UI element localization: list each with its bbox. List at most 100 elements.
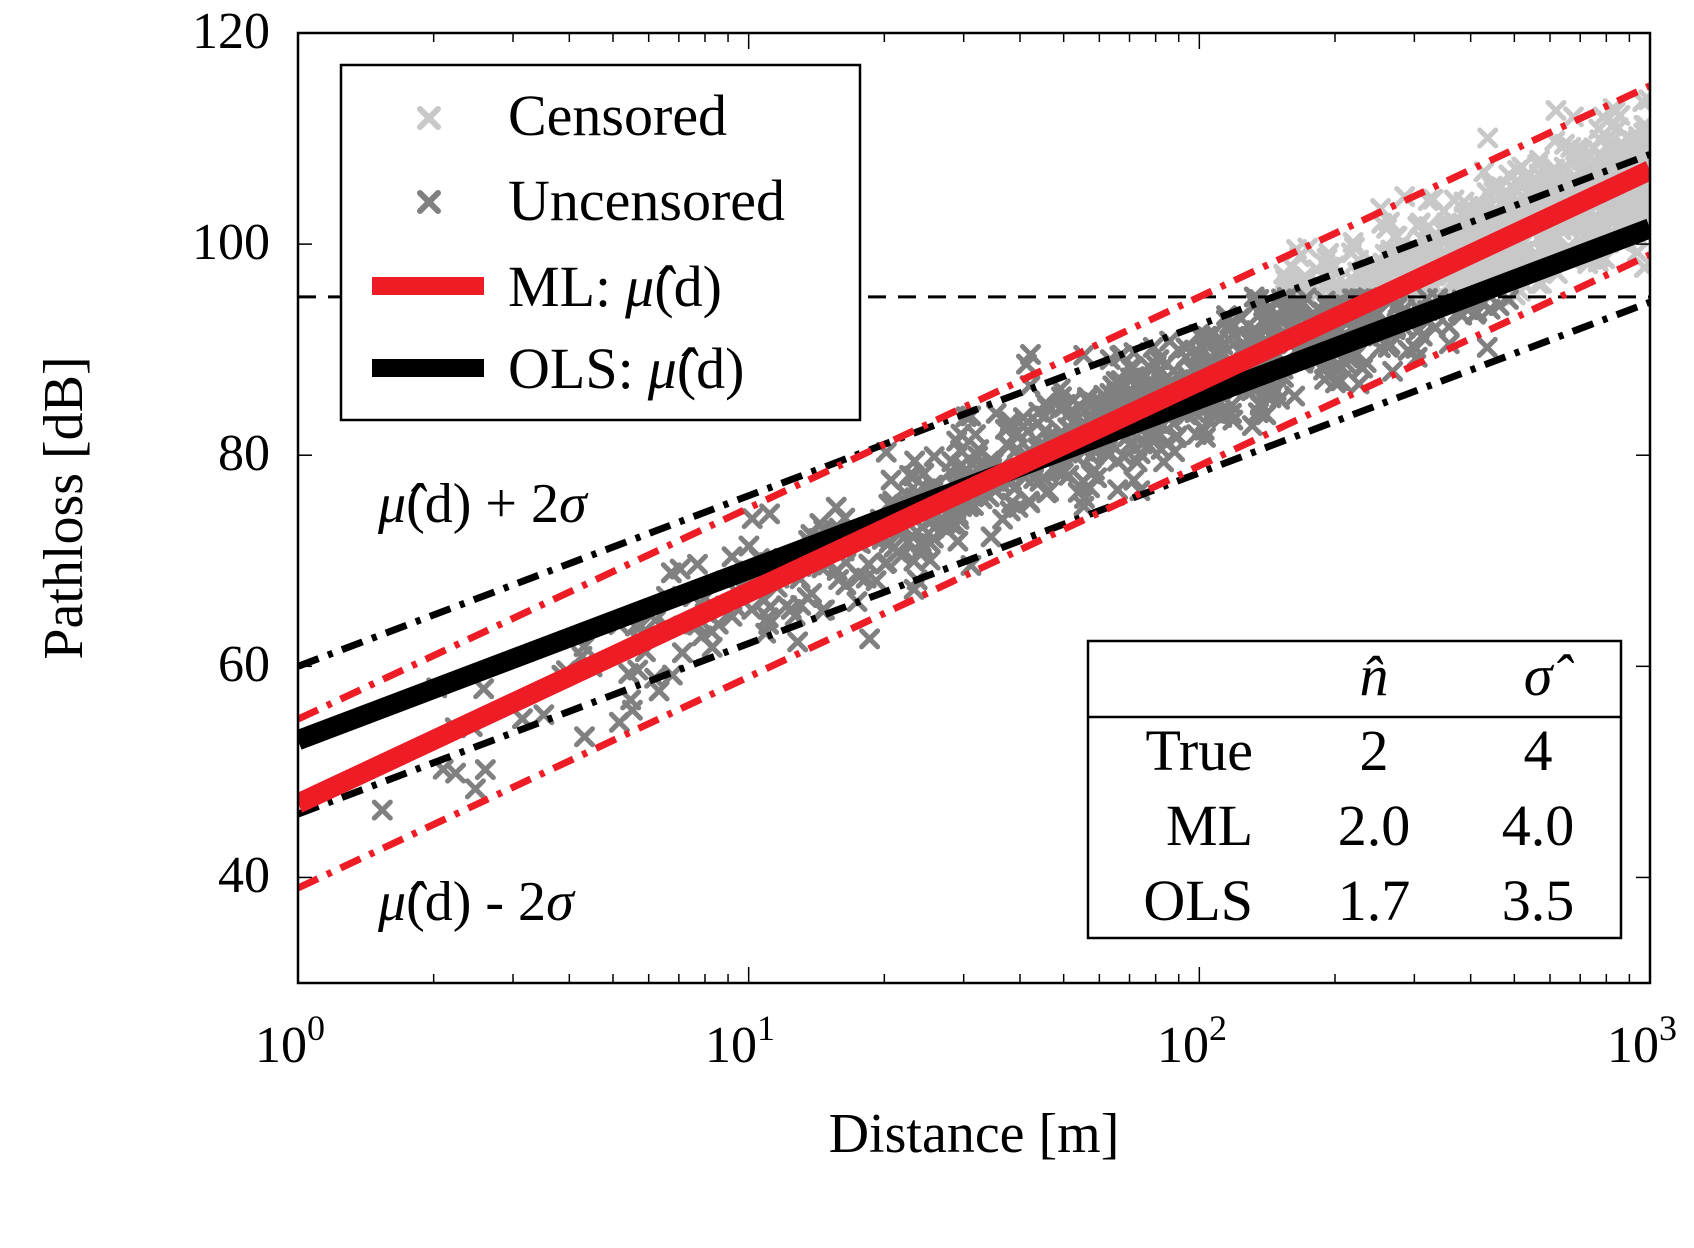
uncensored-point (787, 631, 809, 653)
x-tick-label: 101 (705, 1008, 775, 1074)
uncensored-point (897, 531, 919, 553)
censored-point (1273, 263, 1295, 285)
censored-point (1504, 179, 1526, 201)
censored-point (1545, 100, 1567, 122)
censored-point (1329, 267, 1351, 289)
uncensored-point (371, 799, 393, 821)
y-tick-label: 120 (192, 3, 270, 60)
uncensored-point (759, 503, 781, 525)
uncensored-point (904, 450, 926, 472)
censored-point (1342, 231, 1364, 253)
uncensored-point (721, 546, 743, 568)
uncensored-point (1313, 359, 1335, 381)
uncensored-point (809, 513, 831, 535)
x-tick-label: 103 (1607, 1008, 1677, 1074)
uncensored-point (1012, 407, 1034, 429)
censored-point (1386, 225, 1408, 247)
uncensored-point (899, 464, 921, 486)
table-cell: 2.0 (1338, 793, 1411, 858)
plot-area (298, 82, 1650, 892)
table-header-n: n̂ (1360, 643, 1389, 708)
y-tick-label: 80 (218, 425, 270, 482)
uncensored-point (1283, 297, 1305, 319)
legend: Censored Uncensored ML: μ̂(d) OLS: μ̂(d) (339, 63, 862, 422)
uncensored-point (1018, 490, 1040, 512)
table-cell: 3.5 (1502, 868, 1575, 933)
table-box (1086, 639, 1623, 940)
confidence-bands (298, 82, 1650, 892)
uncensored-point (473, 678, 495, 700)
legend-ols-label: OLS: μ̂(d) (508, 336, 744, 401)
uncensored-point (835, 574, 857, 596)
ml-upper-band (298, 82, 1650, 723)
plot-frame (296, 31, 1652, 985)
uncensored-point (1130, 365, 1152, 387)
uncensored-point (661, 664, 683, 686)
uncensored-point (903, 550, 925, 572)
legend-censored-marker (417, 106, 441, 130)
censored-point (1477, 127, 1499, 149)
censored-point (1567, 146, 1589, 168)
y-tick-label: 100 (192, 214, 270, 271)
uncensored-point (474, 759, 496, 781)
uncensored-point (919, 549, 941, 571)
censored-point (1507, 159, 1529, 181)
uncensored-point (1335, 353, 1357, 375)
uncensored-point (464, 778, 486, 800)
uncensored-point (1058, 403, 1080, 425)
table-cell: 4.0 (1502, 793, 1575, 858)
censored-point (1518, 237, 1540, 259)
uncensored-point (1194, 330, 1216, 352)
uncensored-point (1258, 315, 1280, 337)
uncensored-point (1141, 426, 1163, 448)
censored-point (1628, 126, 1650, 148)
censored-point (1604, 101, 1626, 123)
uncensored-point (1284, 385, 1306, 407)
uncensored-point (1263, 378, 1285, 400)
uncensored-point (660, 562, 682, 584)
uncensored-point (1196, 325, 1218, 347)
ml-lower-band (298, 251, 1650, 892)
uncensored-point (574, 726, 596, 748)
uncensored-point (1249, 394, 1271, 416)
uncensored-point (825, 496, 847, 518)
censored-point (1407, 215, 1429, 237)
legend-ml-label: ML: μ̂(d) (508, 254, 722, 319)
y-tick-label: 40 (218, 847, 270, 904)
censored-point (1585, 209, 1607, 231)
axis-ticks (298, 32, 1650, 983)
table-row-label: True (1146, 718, 1253, 783)
uncensored-point (1164, 441, 1186, 463)
uncensored-point (951, 454, 973, 476)
uncensored-point (903, 578, 925, 600)
ols-lower-band (298, 298, 1650, 818)
x-tick-label: 102 (1157, 1008, 1227, 1074)
censored-point (1597, 134, 1619, 156)
uncensored-point (758, 613, 780, 635)
censored-point (1499, 245, 1521, 267)
table-cell: 1.7 (1338, 868, 1411, 933)
uncensored-point (1241, 415, 1263, 437)
uncensored-point (946, 430, 968, 452)
uncensored-point (1107, 479, 1129, 501)
ml-fit-line (298, 161, 1650, 813)
uncensored-point (741, 508, 763, 530)
uncensored-point (1464, 303, 1486, 325)
x-axis-label: Distance [m] (829, 1103, 1120, 1165)
uncensored-point (923, 446, 945, 468)
uncensored-point (880, 469, 902, 491)
y-tick-labels: 120 100 80 60 40 (192, 3, 270, 904)
uncensored-point (1352, 357, 1374, 379)
censored-point (1613, 193, 1635, 215)
censored-point (1379, 253, 1401, 275)
x-tick-labels: 100 101 102 103 (255, 1008, 1677, 1074)
uncensored-point (859, 628, 881, 650)
estimates-table: n̂ σ̂ True 2 4 ML 2.0 4.0 OLS 1.7 3.5 (1086, 639, 1623, 940)
uncensored-point (1156, 353, 1178, 375)
uncensored-point (701, 636, 723, 658)
censored-point (1536, 175, 1558, 197)
uncensored-point (947, 530, 969, 552)
ols-upper-band (298, 151, 1650, 670)
uncensored-point (1006, 422, 1028, 444)
uncensored-point (757, 607, 779, 629)
